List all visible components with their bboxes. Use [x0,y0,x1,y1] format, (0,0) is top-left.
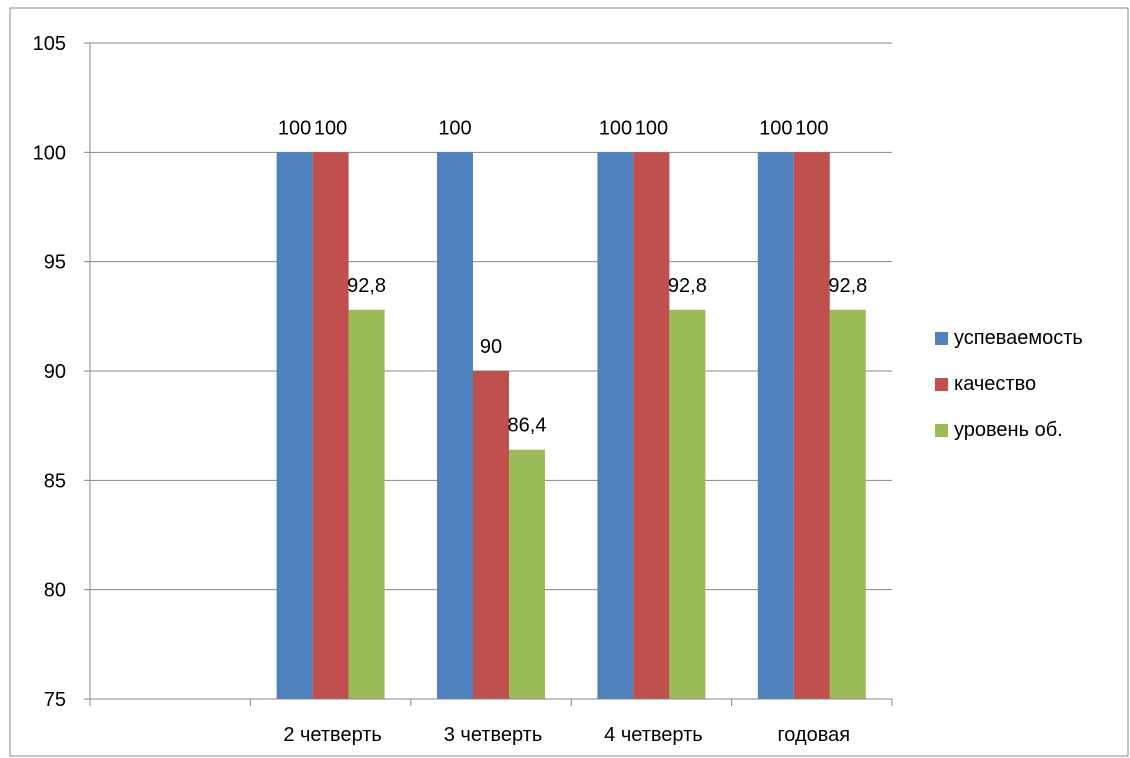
data-label-2-1: 92,8 [347,275,386,297]
bar-1-4 [793,152,830,700]
x-tick-label-1: 2 четверть [283,724,382,746]
bar-2-2 [509,449,545,699]
legend-label-1: качество [954,372,1037,395]
legend-item-2: уровень об. [935,418,1125,441]
bar-2-1 [348,309,385,699]
bar-2-4 [829,309,866,699]
bar-0-2 [437,152,473,700]
bar-0-1 [276,152,313,700]
data-label-2-2: 86,4 [508,415,547,437]
bar-2-3 [669,309,706,699]
bars [276,152,866,700]
bar-0-4 [757,152,794,700]
legend-label-2: уровень об. [954,418,1063,441]
data-label-2-3: 92,8 [668,275,707,297]
data-label-1-4: 100 [795,117,828,139]
axes: 75 80 85 90 95 100 105 2 четверть 3 четверть 4 че… [33,33,893,746]
legend-item-0: успеваемость [935,326,1125,349]
x-tick-label-2: 3 четверть [444,724,543,746]
data-label-0-4: 100 [759,117,792,139]
data-label-0-1: 100 [278,117,311,139]
bar-1-3 [633,152,670,700]
x-tick-label-3: 4 четверть [604,724,703,746]
data-label-0-3: 100 [599,117,632,139]
legend-label-0: успеваемость [954,326,1083,349]
y-tick-label-105: 105 [33,33,66,55]
legend-swatch-1 [935,377,948,391]
legend-swatch-0 [935,331,948,345]
bar-1-1 [312,152,349,700]
bar-0-3 [597,152,634,700]
data-label-0-2: 100 [438,117,471,139]
data-label-1-1: 100 [314,117,347,139]
data-label-1-2: 90 [480,336,502,358]
y-tick-label-80: 80 [44,580,66,602]
legend-item-1: качество [935,372,1125,395]
bar-1-2 [473,371,509,699]
y-tick-label-100: 100 [33,142,66,164]
x-tick-label-4: годовая [777,724,850,746]
y-tick-label-75: 75 [44,689,66,711]
y-tick-label-90: 90 [44,361,66,383]
y-tick-label-85: 85 [44,470,66,492]
data-label-2-4: 92,8 [828,275,867,297]
y-tick-label-95: 95 [44,252,66,274]
legend-swatch-2 [935,423,948,437]
legend: успеваемость качество уровень об. [935,326,1125,466]
data-label-1-3: 100 [635,117,668,139]
